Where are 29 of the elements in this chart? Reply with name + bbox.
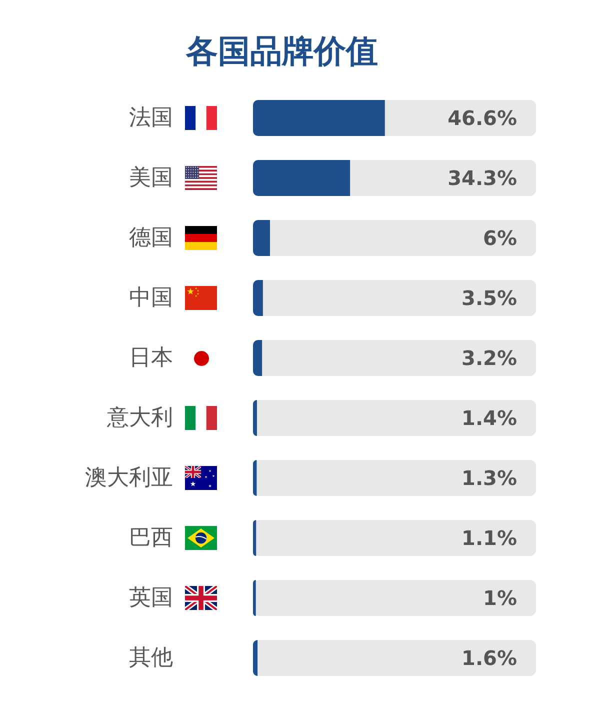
- chart-title: 各国品牌价值: [185, 32, 378, 70]
- data-label: 34.3%: [448, 166, 517, 190]
- bar: [253, 220, 270, 256]
- y-tick-label: 意大利: [106, 406, 173, 430]
- data-label: 1.6%: [462, 646, 517, 670]
- bar: [253, 340, 262, 376]
- data-label: 6%: [483, 226, 517, 250]
- data-label: 1.4%: [462, 406, 517, 430]
- y-tick-label: 其他: [129, 646, 173, 670]
- data-label: 1.1%: [462, 526, 517, 550]
- y-tick-label: 英国: [129, 586, 173, 610]
- y-tick-label: 巴西: [129, 526, 173, 550]
- y-tick-label: 德国: [129, 226, 173, 250]
- y-tick-label: 法国: [129, 106, 173, 130]
- data-label: 3.5%: [462, 286, 517, 310]
- y-tick-label: 澳大利亚: [85, 466, 173, 490]
- bar: [253, 460, 257, 496]
- bar: [253, 640, 258, 676]
- data-label: 1.3%: [462, 466, 517, 490]
- bar: [253, 400, 257, 436]
- bar: [253, 520, 256, 556]
- data-label: 46.6%: [448, 106, 517, 130]
- y-tick-label: 中国: [129, 286, 173, 310]
- bar: [253, 280, 263, 316]
- y-tick-label: 美国: [129, 166, 173, 190]
- y-tick-label: 日本: [129, 346, 173, 370]
- data-label: 1%: [483, 586, 517, 610]
- bar: [253, 580, 256, 616]
- data-label: 3.2%: [462, 346, 517, 370]
